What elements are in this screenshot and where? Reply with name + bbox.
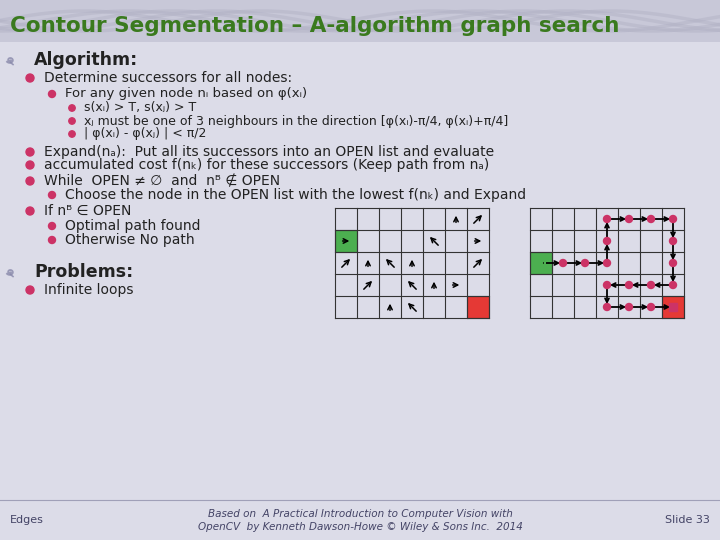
Circle shape	[26, 177, 34, 185]
Circle shape	[647, 281, 654, 288]
Text: accumulated cost f(nₖ) for these successors (Keep path from nₐ): accumulated cost f(nₖ) for these success…	[44, 158, 490, 172]
Circle shape	[582, 260, 588, 267]
Text: Infinite loops: Infinite loops	[44, 283, 133, 297]
Circle shape	[69, 118, 75, 124]
Text: Edges: Edges	[10, 515, 44, 525]
Text: While  OPEN ≠ ∅  and  nᴮ ∉ OPEN: While OPEN ≠ ∅ and nᴮ ∉ OPEN	[44, 174, 280, 188]
Circle shape	[626, 303, 632, 310]
Circle shape	[26, 74, 34, 82]
Text: Optimal path found: Optimal path found	[65, 219, 200, 233]
Text: OpenCV  by Kenneth Dawson-Howe © Wiley & Sons Inc.  2014: OpenCV by Kenneth Dawson-Howe © Wiley & …	[197, 522, 523, 532]
Bar	[335, 230, 357, 252]
Circle shape	[48, 237, 55, 244]
Circle shape	[26, 286, 34, 294]
Text: Slide 33: Slide 33	[665, 515, 710, 525]
Text: Algorithm:: Algorithm:	[34, 51, 138, 69]
Circle shape	[26, 148, 34, 156]
Text: Choose the node in the OPEN list with the lowest f(nₖ) and Expand: Choose the node in the OPEN list with th…	[65, 188, 526, 202]
Circle shape	[603, 281, 611, 288]
Circle shape	[670, 281, 677, 288]
Circle shape	[626, 215, 632, 222]
Circle shape	[647, 303, 654, 310]
Text: xⱼ must be one of 3 neighbours in the direction [φ(xᵢ)-π/4, φ(xᵢ)+π/4]: xⱼ must be one of 3 neighbours in the di…	[84, 114, 508, 127]
Circle shape	[48, 91, 55, 98]
Text: Contour Segmentation – A-algorithm graph search: Contour Segmentation – A-algorithm graph…	[10, 16, 619, 36]
Text: Based on  A Practical Introduction to Computer Vision with: Based on A Practical Introduction to Com…	[207, 509, 513, 519]
Circle shape	[26, 161, 34, 169]
Text: s(xᵢ) > T, s(xⱼ) > T: s(xᵢ) > T, s(xⱼ) > T	[84, 102, 197, 114]
Circle shape	[603, 215, 611, 222]
Circle shape	[626, 281, 632, 288]
Text: Expand(nₐ):  Put all its successors into an OPEN list and evaluate: Expand(nₐ): Put all its successors into …	[44, 145, 494, 159]
Bar	[669, 303, 677, 311]
Circle shape	[69, 131, 75, 137]
Bar	[662, 296, 684, 318]
Bar	[530, 252, 552, 274]
Bar	[467, 296, 489, 318]
Text: | φ(xᵢ) - φ(xⱼ) | < π/2: | φ(xᵢ) - φ(xⱼ) | < π/2	[84, 127, 207, 140]
Text: Otherwise No path: Otherwise No path	[65, 233, 194, 247]
Text: If nᴮ ∈ OPEN: If nᴮ ∈ OPEN	[44, 204, 131, 218]
Text: Determine successors for all nodes:: Determine successors for all nodes:	[44, 71, 292, 85]
Circle shape	[48, 192, 55, 199]
Circle shape	[603, 260, 611, 267]
Text: For any given node nᵢ based on φ(xᵢ): For any given node nᵢ based on φ(xᵢ)	[65, 87, 307, 100]
Circle shape	[670, 238, 677, 245]
Circle shape	[69, 105, 75, 111]
Circle shape	[603, 303, 611, 310]
Circle shape	[647, 215, 654, 222]
Circle shape	[670, 215, 677, 222]
Circle shape	[559, 260, 567, 267]
Circle shape	[48, 222, 55, 230]
Circle shape	[670, 260, 677, 267]
Circle shape	[26, 207, 34, 215]
Circle shape	[603, 238, 611, 245]
Bar	[0, 0, 720, 42]
Text: Problems:: Problems:	[34, 263, 133, 281]
